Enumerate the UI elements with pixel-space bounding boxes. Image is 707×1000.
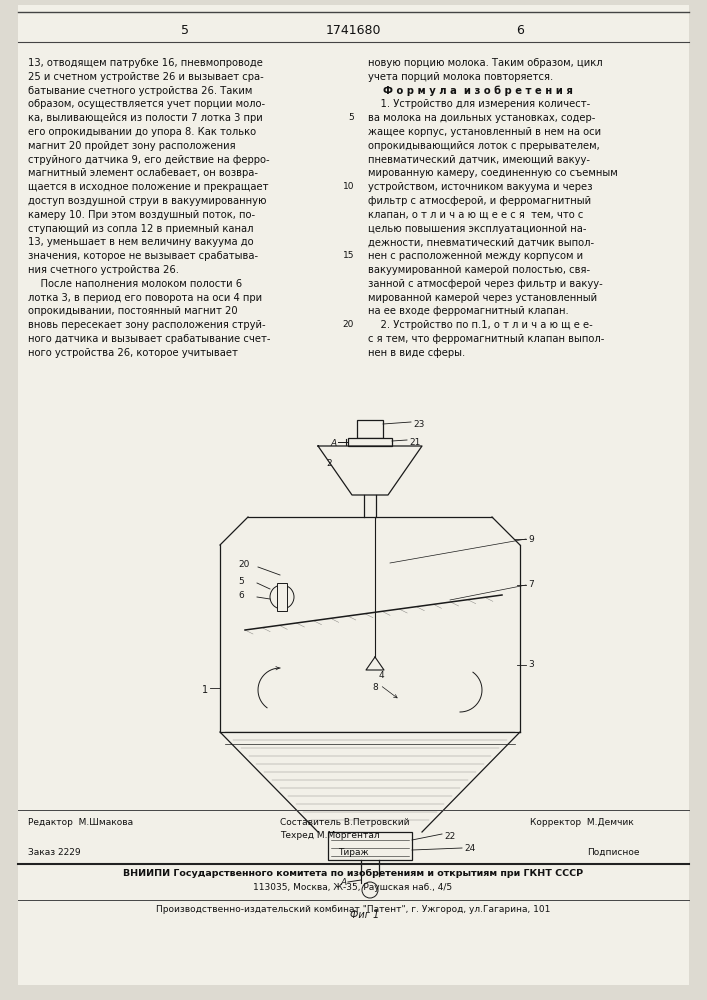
Text: Ф о р м у л а  и з о б р е т е н и я: Ф о р м у л а и з о б р е т е н и я: [383, 86, 573, 96]
Text: 3: 3: [528, 660, 534, 669]
Bar: [357, 420, 383, 438]
Text: лотка 3, в период его поворота на оси 4 при: лотка 3, в период его поворота на оси 4 …: [28, 293, 262, 303]
Text: учета порций молока повторяется.: учета порций молока повторяется.: [368, 72, 554, 82]
Text: 6: 6: [238, 591, 244, 600]
Text: опрокидывании, постоянный магнит 20: опрокидывании, постоянный магнит 20: [28, 306, 238, 316]
Text: жащее корпус, установленный в нем на оси: жащее корпус, установленный в нем на оси: [368, 127, 601, 137]
Text: мированной камерой через установленный: мированной камерой через установленный: [368, 293, 597, 303]
Text: 8: 8: [372, 683, 378, 692]
Text: 6: 6: [516, 23, 524, 36]
Text: 9: 9: [528, 535, 534, 544]
Text: Фиг 1: Фиг 1: [351, 910, 380, 920]
Text: ка, выливающейся из полости 7 лотка 3 при: ка, выливающейся из полости 7 лотка 3 пр…: [28, 113, 263, 123]
Text: с я тем, что ферромагнитный клапан выпол-: с я тем, что ферромагнитный клапан выпол…: [368, 334, 604, 344]
Text: щается в исходное положение и прекращает: щается в исходное положение и прекращает: [28, 182, 269, 192]
Text: Подписное: Подписное: [588, 848, 640, 857]
Text: 1741680: 1741680: [325, 23, 381, 36]
Text: струйного датчика 9, его действие на ферро-: струйного датчика 9, его действие на фер…: [28, 155, 269, 165]
Text: батывание счетного устройства 26. Таким: батывание счетного устройства 26. Таким: [28, 86, 252, 96]
Bar: [277, 583, 287, 611]
Text: ного датчика и вызывает срабатывание счет-: ного датчика и вызывает срабатывание сче…: [28, 334, 271, 344]
Text: 13, уменьшает в нем величину вакуума до: 13, уменьшает в нем величину вакуума до: [28, 237, 254, 247]
Text: доступ воздушной струи в вакуумированную: доступ воздушной струи в вакуумированную: [28, 196, 267, 206]
Text: целью повышения эксплуатационной на-: целью повышения эксплуатационной на-: [368, 224, 587, 234]
Text: 7: 7: [528, 580, 534, 589]
Text: ва молока на доильных установках, содер-: ва молока на доильных установках, содер-: [368, 113, 595, 123]
Text: ния счетного устройства 26.: ния счетного устройства 26.: [28, 265, 179, 275]
Text: пневматический датчик, имеющий вакуу-: пневматический датчик, имеющий вакуу-: [368, 155, 590, 165]
Text: 1. Устройство для измерения количест-: 1. Устройство для измерения количест-: [368, 99, 590, 109]
Text: Составитель В.Петровский: Составитель В.Петровский: [280, 818, 409, 827]
Text: 24: 24: [464, 844, 475, 853]
Text: магнит 20 пройдет зону расположения: магнит 20 пройдет зону расположения: [28, 141, 235, 151]
Text: 2: 2: [326, 459, 332, 468]
Bar: [348, 438, 392, 446]
Text: 5: 5: [349, 113, 354, 122]
Text: A: A: [330, 439, 336, 448]
Text: Техред М.Моргентал: Техред М.Моргентал: [280, 831, 380, 840]
Text: 22: 22: [444, 832, 455, 841]
Text: магнитный элемент ослабевает, он возвра-: магнитный элемент ослабевает, он возвра-: [28, 168, 258, 178]
Text: 20: 20: [343, 320, 354, 329]
Text: опрокидывающийся лоток с прерывателем,: опрокидывающийся лоток с прерывателем,: [368, 141, 600, 151]
Text: клапан, о т л и ч а ю щ е е с я  тем, что с: клапан, о т л и ч а ю щ е е с я тем, что…: [368, 210, 583, 220]
Text: 5: 5: [181, 23, 189, 36]
Text: его опрокидывании до упора 8. Как только: его опрокидывании до упора 8. Как только: [28, 127, 256, 137]
Text: 113035, Москва, Ж-35, Раушская наб., 4/5: 113035, Москва, Ж-35, Раушская наб., 4/5: [253, 883, 452, 892]
Text: После наполнения молоком полости 6: После наполнения молоком полости 6: [28, 279, 242, 289]
Text: Редактор  М.Шмакова: Редактор М.Шмакова: [28, 818, 133, 827]
Text: 23: 23: [413, 420, 424, 429]
Text: Тираж: Тираж: [338, 848, 368, 857]
Text: значения, которое не вызывает срабатыва-: значения, которое не вызывает срабатыва-: [28, 251, 258, 261]
Text: вновь пересекает зону расположения струй-: вновь пересекает зону расположения струй…: [28, 320, 266, 330]
Text: 1: 1: [202, 685, 208, 695]
Text: Корректор  М.Демчик: Корректор М.Демчик: [530, 818, 633, 827]
Text: образом, осуществляется учет порции моло-: образом, осуществляется учет порции моло…: [28, 99, 265, 109]
Text: 21: 21: [409, 438, 421, 447]
Text: 15: 15: [342, 251, 354, 260]
Bar: [328, 832, 412, 860]
Text: на ее входе ферромагнитный клапан.: на ее входе ферромагнитный клапан.: [368, 306, 568, 316]
Text: 20: 20: [238, 560, 250, 569]
Text: нен с расположенной между корпусом и: нен с расположенной между корпусом и: [368, 251, 583, 261]
Text: фильтр с атмосферой, и ферромагнитный: фильтр с атмосферой, и ферромагнитный: [368, 196, 591, 206]
Text: камеру 10. При этом воздушный поток, по-: камеру 10. При этом воздушный поток, по-: [28, 210, 255, 220]
Text: мированную камеру, соединенную со съемным: мированную камеру, соединенную со съемны…: [368, 168, 618, 178]
Text: вакуумированной камерой полостью, свя-: вакуумированной камерой полостью, свя-: [368, 265, 590, 275]
Text: 10: 10: [342, 182, 354, 191]
Text: устройством, источником вакуума и через: устройством, источником вакуума и через: [368, 182, 592, 192]
Text: новую порцию молока. Таким образом, цикл: новую порцию молока. Таким образом, цикл: [368, 58, 602, 68]
Text: 2. Устройство по п.1, о т л и ч а ю щ е е-: 2. Устройство по п.1, о т л и ч а ю щ е …: [368, 320, 592, 330]
Text: 5: 5: [238, 577, 244, 586]
Text: Заказ 2229: Заказ 2229: [28, 848, 81, 857]
Text: 13, отводящем патрубке 16, пневмопроводе: 13, отводящем патрубке 16, пневмопроводе: [28, 58, 263, 68]
Text: занной с атмосферой через фильтр и вакуу-: занной с атмосферой через фильтр и вакуу…: [368, 279, 603, 289]
Text: 25 и счетном устройстве 26 и вызывает сра-: 25 и счетном устройстве 26 и вызывает ср…: [28, 72, 264, 82]
Text: нен в виде сферы.: нен в виде сферы.: [368, 348, 465, 358]
Circle shape: [270, 585, 294, 609]
Text: ного устройства 26, которое учитывает: ного устройства 26, которое учитывает: [28, 348, 238, 358]
Text: 4: 4: [379, 671, 385, 680]
Text: ступающий из сопла 12 в приемный канал: ступающий из сопла 12 в приемный канал: [28, 224, 254, 234]
Text: Производственно-издательский комбинат "Патент", г. Ужгород, ул.Гагарина, 101: Производственно-издательский комбинат "П…: [156, 905, 550, 914]
Text: A: A: [340, 878, 346, 887]
Circle shape: [362, 882, 378, 898]
Text: ВНИИПИ Государственного комитета по изобретениям и открытиям при ГКНТ СССР: ВНИИПИ Государственного комитета по изоб…: [123, 869, 583, 878]
Text: дежности, пневматический датчик выпол-: дежности, пневматический датчик выпол-: [368, 237, 594, 247]
